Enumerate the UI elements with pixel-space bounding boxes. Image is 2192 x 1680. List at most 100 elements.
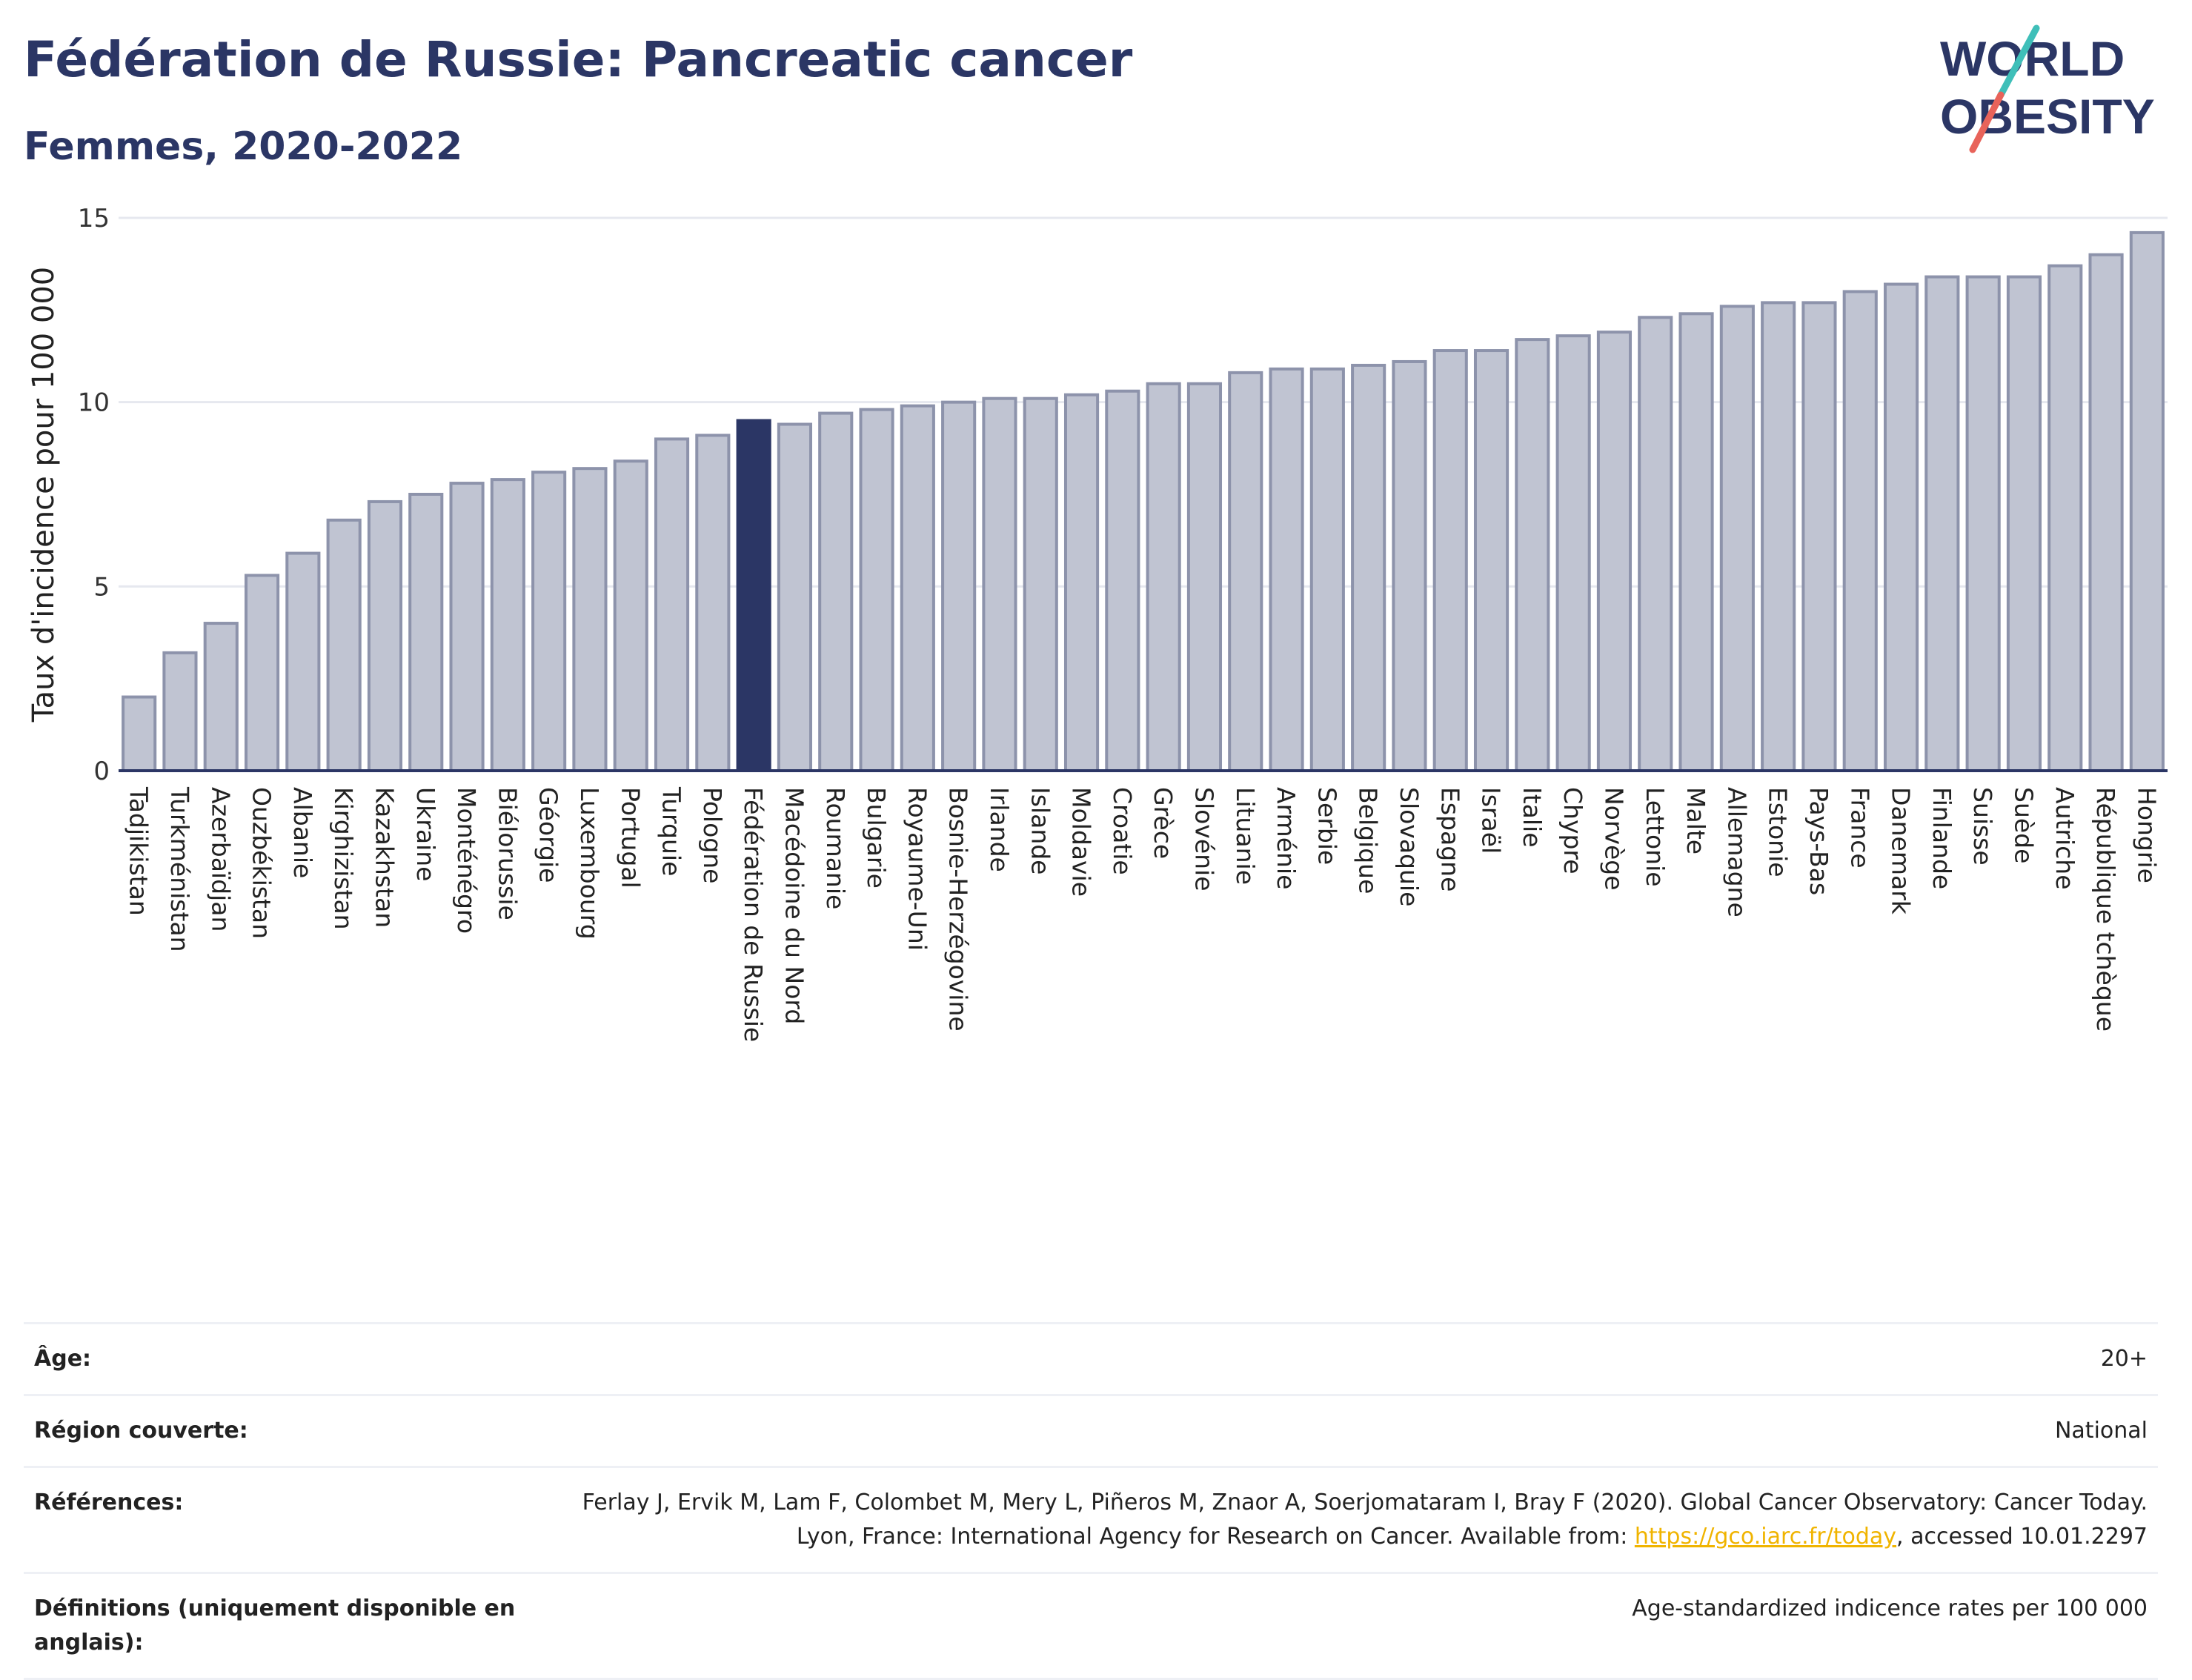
logo-slash-top	[1997, 24, 2040, 99]
x-tick-label: République tchèque	[2091, 787, 2120, 1032]
region-label: Région couverte:	[34, 1418, 248, 1444]
bar	[1186, 382, 1223, 772]
bar	[1228, 371, 1263, 772]
bar	[859, 408, 894, 772]
x-tick-label: Turquie	[657, 786, 686, 876]
metadata-table: Âge: 20+ Région couverte: National Référ…	[24, 1322, 2158, 1680]
x-tick-label: Grèce	[1149, 787, 1178, 859]
bar	[1392, 359, 1427, 772]
bar	[490, 478, 525, 773]
x-tick-label: Moldavie	[1067, 787, 1096, 897]
x-tick-label: Lituanie	[1231, 787, 1260, 885]
age-value: 20+	[2100, 1346, 2148, 1372]
definitions-value: Age-standardized indicence rates per 100…	[1632, 1596, 2148, 1621]
bar	[1473, 349, 1510, 773]
bar	[1309, 367, 1345, 772]
x-tick-label: France	[1845, 787, 1874, 869]
bar	[654, 437, 690, 773]
meta-row-definitions: Définitions (uniquement disponible en an…	[24, 1572, 2158, 1680]
bar	[1023, 396, 1058, 773]
x-tick-label: Italie	[1518, 787, 1547, 848]
bar	[1638, 316, 1673, 772]
bar	[1719, 305, 1755, 772]
bar	[2129, 230, 2165, 773]
bar	[367, 499, 403, 772]
bar	[1678, 312, 1714, 773]
x-tick-label: Norvège	[1599, 787, 1628, 891]
bar	[1761, 301, 1796, 772]
x-tick-label: Israël	[1477, 787, 1506, 854]
references-link[interactable]: https://gco.iarc.fr/today	[1634, 1524, 1897, 1550]
y-tick-label: 15	[78, 204, 110, 233]
x-tick-label: Albanie	[288, 787, 317, 878]
age-label: Âge:	[34, 1346, 92, 1372]
x-tick-label: Finlande	[1927, 787, 1956, 889]
x-tick-label: Portugal	[616, 787, 645, 889]
x-tick-label: Danemark	[1887, 787, 1916, 915]
world-obesity-logo: WORLD OBESITY	[1940, 24, 2155, 153]
x-tick-label: Bulgarie	[862, 787, 891, 889]
x-tick-label: Autriche	[2050, 787, 2079, 890]
meta-row-references: Références: Ferlay J, Ervik M, Lam F, Co…	[24, 1466, 2158, 1572]
x-tick-label: Belgique	[1354, 787, 1383, 894]
x-tick-label: Ouzbékistan	[248, 787, 276, 939]
bar	[941, 400, 977, 773]
x-tick-label: Serbie	[1312, 787, 1341, 865]
x-tick-label: Lettonie	[1641, 787, 1670, 887]
references-value: Ferlay J, Ervik M, Lam F, Colombet M, Me…	[554, 1486, 2148, 1554]
x-tick-label: Kazakhstan	[370, 787, 399, 928]
x-tick-label: Suisse	[1968, 787, 1997, 866]
x-tick-label: Macédoine du Nord	[780, 787, 808, 1024]
x-tick-label: Islande	[1026, 787, 1055, 874]
x-tick-label: Espagne	[1435, 787, 1464, 892]
x-tick-label: Estonie	[1764, 787, 1793, 877]
bar	[2006, 275, 2042, 773]
x-tick-label: Roumanie	[821, 787, 850, 909]
x-tick-label: Malte	[1681, 787, 1710, 854]
references-label: Références:	[34, 1490, 184, 1515]
x-tick-label: Ukraine	[411, 787, 440, 881]
bar	[1924, 275, 1960, 773]
bar	[1146, 382, 1181, 772]
bar	[777, 422, 813, 772]
x-tick-label: Turkménistan	[165, 786, 194, 952]
bar	[2088, 253, 2124, 772]
bar	[1105, 389, 1140, 772]
x-tick-label: Croatie	[1108, 787, 1137, 875]
bar	[244, 574, 280, 772]
definitions-label: Définitions (uniquement disponible en an…	[34, 1596, 516, 1656]
x-tick-label: Royaume-Uni	[903, 787, 931, 951]
logo-slash-bottom	[1969, 91, 2005, 153]
bar	[1555, 334, 1591, 772]
x-tick-label: Pologne	[698, 787, 727, 883]
bar	[1965, 275, 2001, 773]
x-tick-label: Irlande	[985, 787, 1014, 872]
region-value: National	[2054, 1418, 2148, 1444]
bar	[162, 651, 198, 772]
bar	[1883, 282, 1919, 772]
meta-row-region: Région couverte: National	[24, 1394, 2158, 1466]
bar	[1515, 338, 1550, 772]
bar	[285, 551, 321, 772]
bar	[982, 396, 1017, 773]
bar	[1063, 393, 1100, 772]
bar	[531, 471, 567, 772]
x-tick-label: Allemagne	[1722, 787, 1751, 917]
bar	[900, 404, 935, 772]
bar	[122, 695, 157, 772]
bar-highlighted	[736, 419, 771, 772]
x-tick-label: Pays-Bas	[1804, 787, 1833, 895]
bar	[1801, 301, 1837, 772]
references-accessed: , accessed 10.01.2297	[1896, 1524, 2148, 1550]
y-tick-label: 5	[93, 572, 110, 602]
x-tick-label: Luxembourg	[575, 787, 604, 940]
x-tick-label: Biélorussie	[493, 787, 522, 920]
x-tick-label: Suède	[2009, 787, 2038, 863]
x-tick-label: Fédération de Russie	[739, 787, 768, 1042]
bar	[613, 459, 648, 772]
bar	[1269, 367, 1304, 772]
y-tick-label: 10	[78, 388, 110, 418]
bar	[326, 518, 362, 773]
x-tick-label: Arménie	[1272, 787, 1301, 889]
bar	[1842, 290, 1878, 772]
